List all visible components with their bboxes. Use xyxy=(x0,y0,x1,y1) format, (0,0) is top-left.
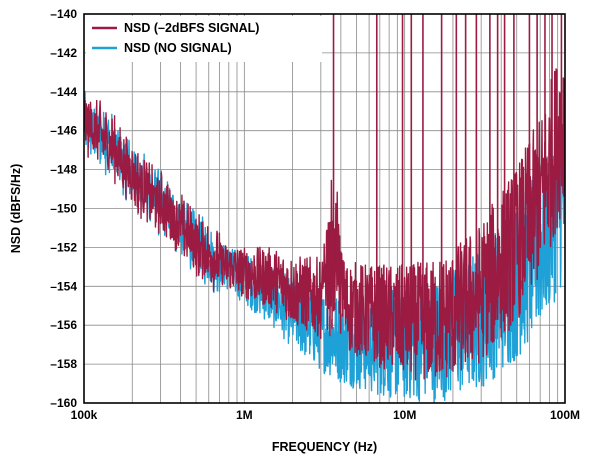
legend-label-signal: NSD (–2dBFS SIGNAL) xyxy=(124,21,259,35)
x-axis-title: FREQUENCY (Hz) xyxy=(272,440,377,454)
x-tick-labels: 100k 1M 10M 100M xyxy=(71,408,580,422)
x-tick-label: 100k xyxy=(71,408,98,422)
y-tick-label: –158 xyxy=(50,357,77,371)
plot-area xyxy=(84,14,565,403)
x-tick-label: 10M xyxy=(393,408,416,422)
x-tick-label: 100M xyxy=(550,408,580,422)
y-tick-label: –150 xyxy=(50,202,77,216)
legend-background xyxy=(86,16,322,62)
y-tick-label: –154 xyxy=(50,279,77,293)
series-signal xyxy=(84,14,565,381)
y-tick-label: –144 xyxy=(50,85,77,99)
y-axis-title: NSD (dBFS/Hz) xyxy=(9,164,23,254)
y-tick-label: –148 xyxy=(50,163,77,177)
x-tick-label: 1M xyxy=(236,408,253,422)
y-tick-label: –142 xyxy=(50,46,77,60)
y-tick-label: –146 xyxy=(50,124,77,138)
y-tick-label: –140 xyxy=(50,7,77,21)
series-line xyxy=(84,68,565,381)
y-tick-label: –160 xyxy=(50,396,77,410)
plot-frame xyxy=(83,13,566,404)
y-tick-labels: –140 –142 –144 –146 –148 –150 –152 –154 –156 –158… xyxy=(50,7,77,410)
legend-label-no-signal: NSD (NO SIGNAL) xyxy=(124,41,232,55)
legend: NSD (–2dBFS SIGNAL) NSD (NO SIGNAL) xyxy=(86,16,322,62)
y-tick-label: –156 xyxy=(50,318,77,332)
y-tick-label: –152 xyxy=(50,240,77,254)
